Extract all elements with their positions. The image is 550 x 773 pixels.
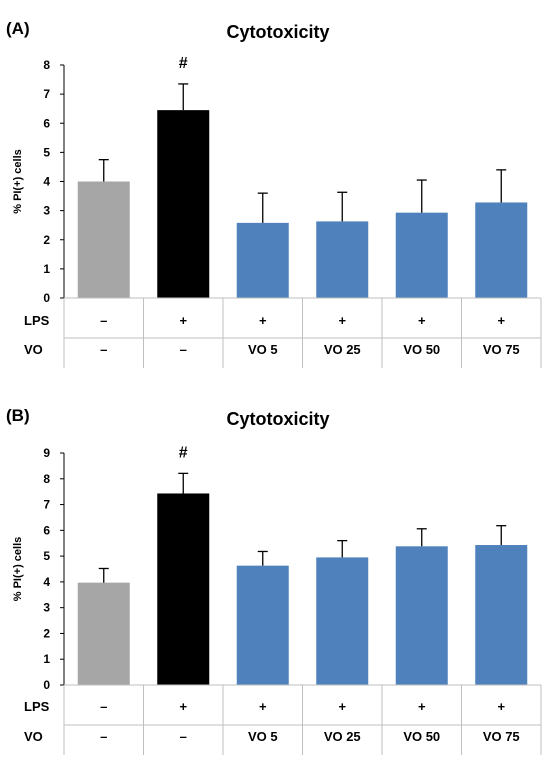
y-tick-label: 6 [43,523,50,537]
y-tick-label: 6 [43,116,50,130]
table-cell: + [259,699,267,714]
bar [77,181,130,298]
bar [316,221,369,298]
table-cell: – [180,342,187,357]
bar [236,222,289,298]
y-tick-label: 8 [43,58,50,72]
y-tick-label: 5 [43,145,50,159]
chart-panel-b: (B) Cytotoxicity % PI(+) cells 0 1 2 3 4 5 6 7 8 9 # L… [0,387,550,773]
y-tick-label: 9 [43,446,50,460]
table-row-label: LPS [24,699,50,714]
significance-marker: # [179,444,188,461]
bar [395,546,448,685]
y-tick-label: 1 [43,262,50,276]
y-tick-label: 4 [43,175,50,189]
y-tick-label: 1 [43,652,50,666]
y-tick-label: 3 [43,204,50,218]
bar [475,545,528,685]
table-cell: – [100,699,107,714]
table-cell: VO 75 [483,342,520,357]
table-cell: + [259,313,267,328]
y-tick-label: 0 [43,678,50,692]
chart-title: Cytotoxicity [226,22,329,42]
table-row-label: VO [24,729,43,744]
table-cell: + [338,699,346,714]
bar [236,565,289,685]
bar [475,202,528,298]
y-tick-label: 2 [43,233,50,247]
chart-panel-a: (A) Cytotoxicity % PI(+) cells 0 1 2 3 4 5 6 7 8 # LP… [0,0,550,386]
y-tick-label: 0 [43,291,50,305]
table-row-label: VO [24,342,43,357]
table-cell: + [179,699,187,714]
y-tick-label: 2 [43,626,50,640]
table-cell: VO 5 [248,729,278,744]
significance-marker: # [179,55,188,72]
table-cell: – [100,342,107,357]
table-cell: + [497,313,505,328]
y-axis-label: % PI(+) cells [12,537,24,602]
table-cell: VO 75 [483,729,520,744]
table-cell: + [418,313,426,328]
cytotoxicity-chart-b: (B) Cytotoxicity % PI(+) cells 0 1 2 3 4 5 6 7 8 9 # L… [6,406,542,755]
table-cell: VO 50 [403,342,440,357]
table-cell: + [179,313,187,328]
cytotoxicity-chart-a: (A) Cytotoxicity % PI(+) cells 0 1 2 3 4 5 6 7 8 # LP… [6,19,542,368]
table-row-label: LPS [24,313,50,328]
y-tick-label: 8 [43,472,50,486]
y-tick-label: 4 [43,575,50,589]
panel-label: (A) [6,19,30,38]
table-cell: VO 5 [248,342,278,357]
table-cell: + [338,313,346,328]
y-tick-label: 3 [43,601,50,615]
bar [157,493,210,685]
panel-label: (B) [6,406,30,425]
bar [157,110,210,298]
bar [77,582,130,685]
table-cell: + [497,699,505,714]
y-tick-label: 7 [43,87,50,101]
table-cell: – [100,313,107,328]
y-tick-label: 5 [43,549,50,563]
chart-title: Cytotoxicity [226,409,329,429]
table-cell: VO 25 [324,342,361,357]
table-cell: – [180,729,187,744]
bar [316,557,369,685]
y-tick-label: 7 [43,498,50,512]
table-cell: + [418,699,426,714]
table-cell: VO 50 [403,729,440,744]
bar [395,212,448,298]
table-cell: VO 25 [324,729,361,744]
y-axis-label: % PI(+) cells [12,149,24,214]
table-cell: – [100,729,107,744]
